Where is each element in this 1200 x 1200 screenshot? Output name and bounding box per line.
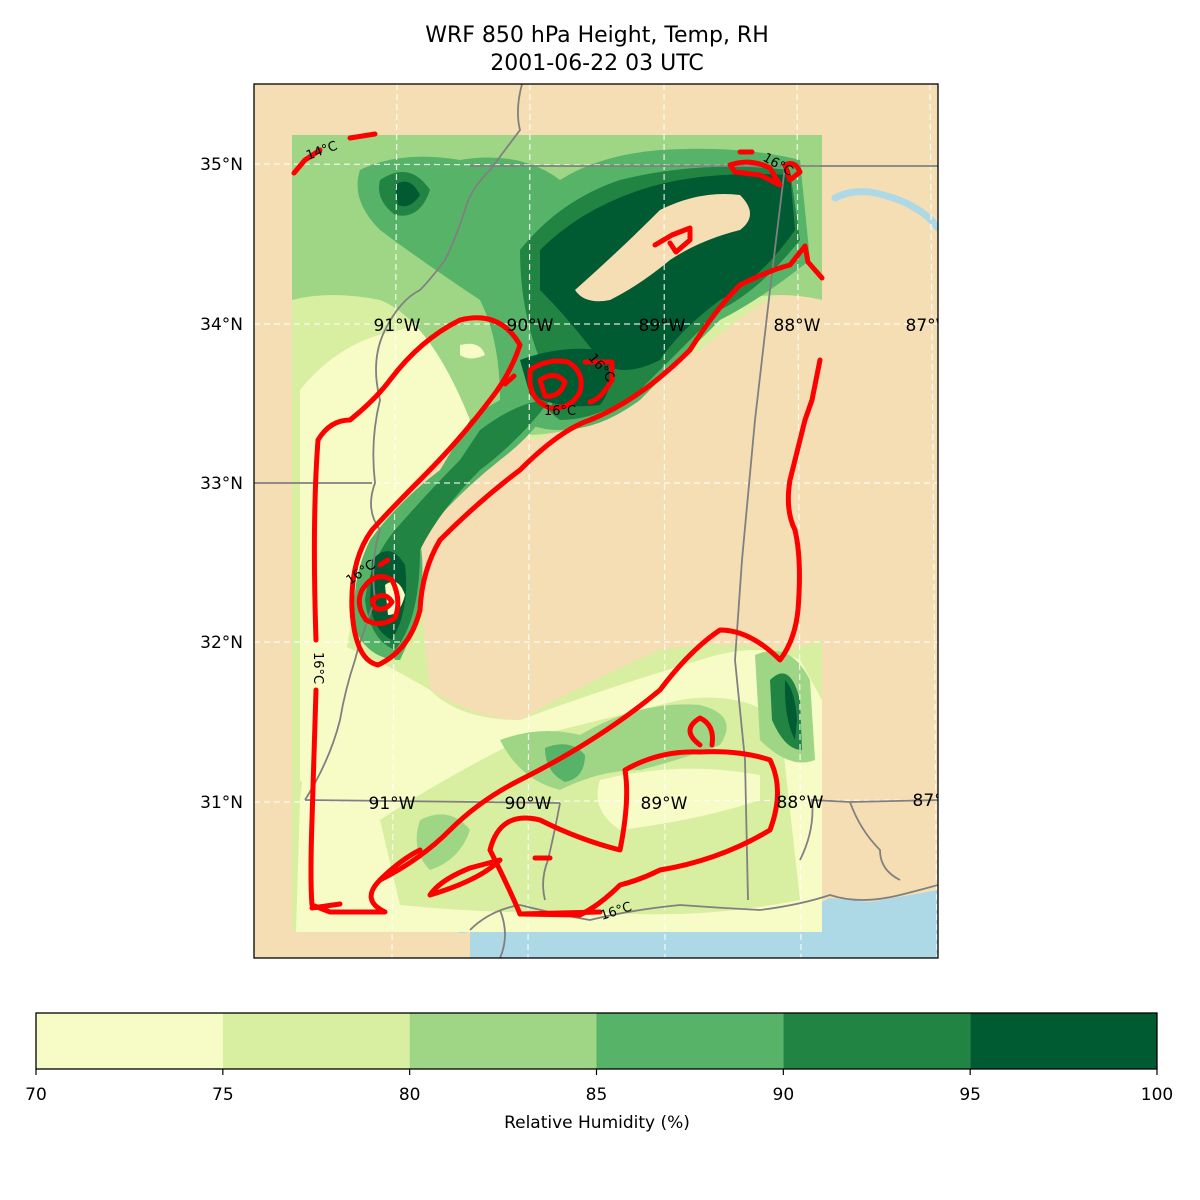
lat-label: 35°N xyxy=(200,155,243,175)
lon-label: 91°W xyxy=(369,794,416,814)
colorbar-label: Relative Humidity (%) xyxy=(504,1113,690,1133)
longitude-labels-bottom: 91°W 90°W 89°W 88°W 87°W xyxy=(369,791,960,814)
colorbar-bin xyxy=(409,1013,597,1069)
lon-label: 90°W xyxy=(507,316,554,336)
map-panel: 14°C 16°C 16°C 16°C 16°C 16°C 16°C 91°W … xyxy=(254,84,960,958)
colorbar-tick-label: 100 xyxy=(1141,1085,1173,1105)
lon-label: 91°W xyxy=(374,316,421,336)
tennessee-river xyxy=(831,188,938,232)
map-frame xyxy=(253,83,939,959)
colorbar-bins xyxy=(36,1013,1157,1069)
colorbar-bin xyxy=(222,1013,410,1069)
lat-label: 34°N xyxy=(200,315,243,335)
lat-label: 31°N xyxy=(200,793,243,813)
contour-label: 16°C xyxy=(544,404,576,419)
colorbar-ticks: 70 75 80 85 90 95 100 xyxy=(25,1069,1173,1105)
colorbar-bin xyxy=(36,1013,223,1069)
map-subtitle: 2001-06-22 03 UTC xyxy=(490,51,703,76)
lon-label: 89°W xyxy=(639,316,686,336)
colorbar-tick-label: 90 xyxy=(773,1085,795,1105)
colorbar-bin xyxy=(970,1013,1157,1069)
colorbar-tick-label: 85 xyxy=(586,1085,608,1105)
latitude-labels: 35°N 34°N 33°N 32°N 31°N xyxy=(200,155,243,813)
lon-label: 88°W xyxy=(774,316,821,336)
lon-label: 90°W xyxy=(505,794,552,814)
state-borders xyxy=(254,84,938,958)
colorbar-tick-label: 75 xyxy=(212,1085,234,1105)
colorbar-tick-label: 95 xyxy=(959,1085,981,1105)
colorbar: 70 75 80 85 90 95 100 Relative Humidity (%) xyxy=(25,1012,1173,1133)
colorbar-bin xyxy=(596,1013,784,1069)
colorbar-bin xyxy=(783,1013,971,1069)
lon-label: 89°W xyxy=(641,794,688,814)
colorbar-tick-label: 80 xyxy=(399,1085,421,1105)
lat-label: 32°N xyxy=(200,633,243,653)
lat-label: 33°N xyxy=(200,474,243,494)
lon-label: 87°W xyxy=(913,791,960,811)
colorbar-tick-label: 70 xyxy=(25,1085,47,1105)
contour-label: 16°C xyxy=(310,652,325,684)
lon-label: 88°W xyxy=(777,793,824,813)
rh-filled-contours xyxy=(292,135,822,932)
longitude-labels-top: 91°W 90°W 89°W 88°W 87°W xyxy=(374,316,953,336)
lon-label: 87°W xyxy=(906,316,953,336)
temperature-contours xyxy=(291,131,825,918)
map-title: WRF 850 hPa Height, Temp, RH xyxy=(425,23,769,48)
